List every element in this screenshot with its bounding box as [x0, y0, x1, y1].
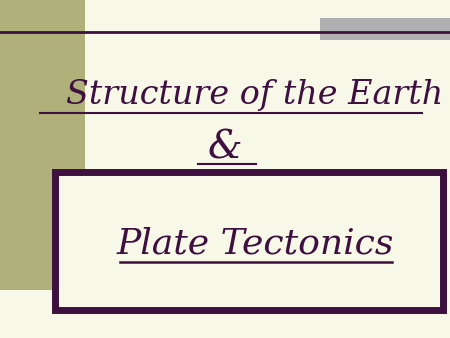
Bar: [55, 172, 443, 310]
Text: Structure of the Earth: Structure of the Earth: [67, 79, 444, 111]
Bar: [320, 18, 450, 40]
Text: &: &: [208, 129, 242, 167]
Text: Plate Tectonics: Plate Tectonics: [116, 227, 394, 261]
Bar: [0, 0, 85, 290]
